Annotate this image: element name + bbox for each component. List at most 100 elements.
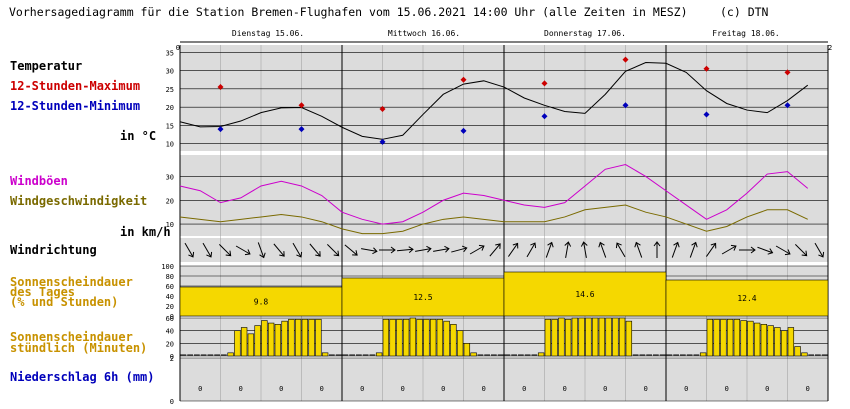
wind-arrow <box>292 242 303 258</box>
sunshine-hour-bar <box>564 318 572 357</box>
precip-value: 0 <box>320 385 324 393</box>
wind-tick-label: 20 <box>166 197 174 205</box>
sunshine-hour-bar <box>780 330 788 357</box>
day-label: Freitag 18.06. <box>712 29 779 38</box>
day-label: Dienstag 15.06. <box>232 29 304 38</box>
sunshine-hour-bar <box>713 318 720 357</box>
sunshine-hour-bar <box>416 318 423 357</box>
precip-value: 0 <box>603 385 607 393</box>
precip-value: 0 <box>725 385 729 393</box>
temp-tick-label: 30 <box>166 68 174 76</box>
max-point <box>703 65 710 72</box>
max-label: 12-Stunden-Maximum <box>10 79 140 93</box>
data-marks: 9.8 12.5 14.6 12.4 0 0 0 0 0 0 0 0 0 0 0 0 0 0 0 0 <box>179 56 829 393</box>
precip-value: 0 <box>401 385 405 393</box>
wind-arrow <box>564 241 572 258</box>
max-point <box>622 56 629 63</box>
sunshine-hour-bar <box>402 318 410 357</box>
sunshine-hour-bar <box>227 352 234 357</box>
sunshine-daily-bar <box>665 279 829 317</box>
sun-daily-label-1: Sonnenscheindauer <box>10 275 133 289</box>
wind-arrow <box>526 242 537 258</box>
sunshine-hour-bar <box>463 343 471 357</box>
min-point <box>784 102 791 109</box>
wind-arrow <box>775 245 791 256</box>
wind-arrow <box>184 242 195 258</box>
direction-label: Windrichtung <box>10 243 97 257</box>
sunshine-hour-bar <box>558 317 565 357</box>
min-point <box>541 113 548 120</box>
wind-arrow <box>257 242 266 259</box>
precip-value: 0 <box>644 385 648 393</box>
wind-arrow <box>545 241 554 258</box>
sunshine-hour-bar <box>753 322 761 357</box>
sunshine-hour-bar <box>436 318 444 357</box>
wind-arrow <box>415 245 432 253</box>
sunshine-hour-bar <box>699 352 707 357</box>
precip-value: 0 <box>684 385 688 393</box>
min-point <box>703 111 710 118</box>
sunshine-daily-hours: 9.8 <box>254 298 269 307</box>
max-point <box>541 80 548 87</box>
wind-arrow <box>361 247 378 255</box>
precip-value: 0 <box>239 385 243 393</box>
sunshine-hour-bar <box>612 317 619 357</box>
sunshine-hour-bar <box>537 352 545 357</box>
min-label: 12-Stunden-Minimum <box>10 99 140 113</box>
precip-tick-label: 2 <box>170 355 174 363</box>
day-labels: Dienstag 15.06. Mittwoch 16.06. Donnerst… <box>232 29 780 38</box>
wind-arrow <box>202 242 213 258</box>
wind-arrow <box>508 242 519 257</box>
temperature-line <box>179 62 809 140</box>
sunshine-hour-bar <box>794 346 801 357</box>
sunshine-hour-bar <box>423 318 430 357</box>
sun-hourly-tick-label: 60 <box>166 315 174 323</box>
day-label: Mittwoch 16.06. <box>388 29 460 38</box>
wind-arrow <box>451 245 468 253</box>
temperature-label: Temperatur <box>10 59 82 73</box>
wind-arrow <box>218 243 232 257</box>
temp-tick-label: 25 <box>166 86 174 94</box>
wind-arrow <box>653 241 661 258</box>
sunshine-hour-bar <box>618 317 626 357</box>
wind-arrow <box>721 244 737 255</box>
sunshine-hour-bar <box>598 317 606 357</box>
sunshine-hour-bar <box>733 318 741 357</box>
sun-daily-label-3: (% und Stunden) <box>10 295 118 309</box>
wind-arrow <box>235 245 251 256</box>
sunshine-daily-bar <box>503 271 667 317</box>
precip-value: 0 <box>563 385 567 393</box>
min-point <box>379 138 386 145</box>
sunshine-hour-bar <box>261 320 268 357</box>
sunshine-daily-hours: 12.4 <box>737 294 756 303</box>
sunshine-hour-bar <box>308 318 315 357</box>
max-point <box>217 84 224 91</box>
min-point <box>460 127 467 134</box>
sun-hourly-label-2: stündlich (Minuten) <box>10 341 147 355</box>
temp-tick-label: 20 <box>166 104 174 112</box>
sunshine-hour-bar <box>443 320 450 357</box>
max-point <box>379 105 386 112</box>
max-point <box>298 102 305 109</box>
sunshine-hour-bar <box>429 318 437 357</box>
speed-label: Windgeschwindigkeit <box>10 194 147 208</box>
wind-arrow <box>469 244 485 255</box>
wind-arrow <box>671 241 680 258</box>
wind-arrow <box>757 246 774 255</box>
sunshine-hour-bar <box>409 317 417 357</box>
min-point <box>217 126 224 133</box>
sunshine-hour-bar <box>281 320 288 357</box>
precip-value: 0 <box>765 385 769 393</box>
wind-arrow <box>379 246 396 254</box>
sunshine-hour-bar <box>294 318 302 357</box>
sunshine-hour-bar <box>396 318 403 357</box>
temp-tick-label: 10 <box>166 141 174 149</box>
wind-arrow <box>433 245 450 253</box>
wind-arrow <box>489 243 501 257</box>
copyright: (c) DTN <box>720 5 769 19</box>
sunshine-hour-bar <box>585 317 592 357</box>
sunshine-hour-bar <box>720 318 727 357</box>
sunshine-hour-bar <box>767 325 774 357</box>
sunshine-hour-bar <box>470 352 477 357</box>
sun-daily-tick-label: 60 <box>166 283 174 291</box>
